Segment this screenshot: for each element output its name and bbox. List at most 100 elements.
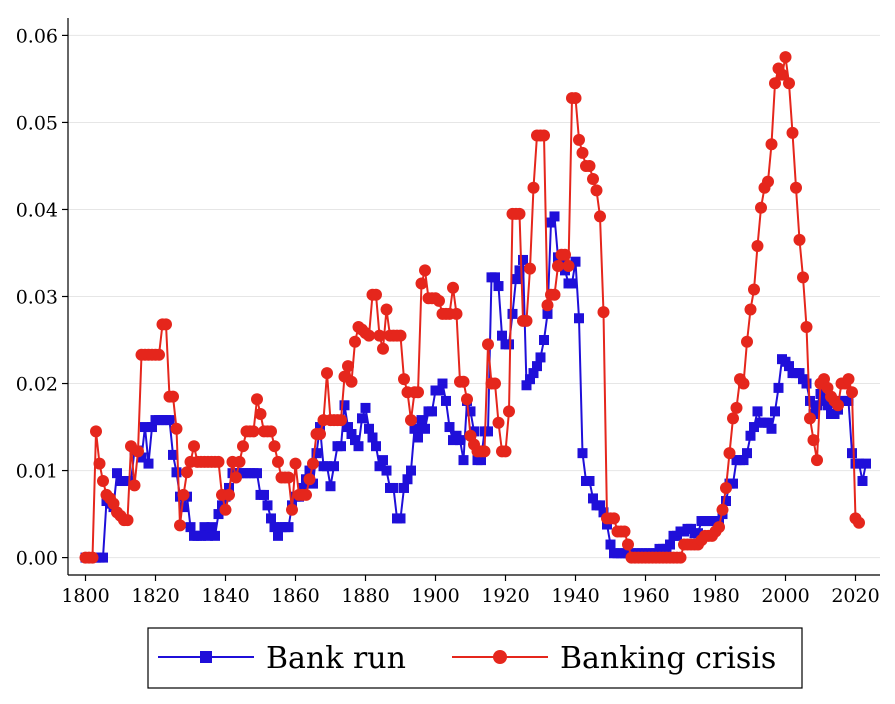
data-point [447, 281, 459, 294]
data-point [315, 422, 325, 433]
data-point [174, 519, 186, 532]
data-point [342, 360, 354, 373]
data-point [167, 390, 179, 403]
data-point [822, 400, 833, 411]
data-point [674, 551, 687, 564]
data-point [461, 393, 473, 406]
data-point [597, 306, 610, 319]
y-tick-label: 0.05 [16, 112, 58, 134]
data-point [763, 417, 773, 428]
data-point [346, 429, 357, 440]
data-point [598, 507, 609, 518]
data-point [721, 496, 731, 507]
x-tick-label: 1840 [201, 585, 249, 607]
data-point [377, 342, 389, 355]
data-point [577, 448, 588, 459]
data-point [483, 426, 493, 437]
x-tick-label: 1920 [481, 585, 529, 607]
data-point [602, 519, 612, 530]
data-point [300, 488, 312, 501]
data-point [525, 374, 535, 385]
data-point [476, 455, 486, 466]
data-point [321, 367, 333, 380]
data-point [433, 294, 445, 307]
data-point [458, 455, 469, 466]
data-point [594, 210, 606, 223]
data-point [779, 51, 792, 64]
data-point [181, 466, 193, 479]
data-point [273, 530, 283, 541]
data-point [219, 503, 232, 516]
data-point [437, 378, 448, 389]
data-point [427, 406, 437, 417]
x-tick-label: 1980 [691, 585, 739, 607]
data-point [269, 522, 280, 533]
x-tick-label: 2020 [831, 585, 879, 607]
data-point [325, 481, 336, 492]
data-point [357, 413, 367, 424]
x-tick-label: 1820 [131, 585, 179, 607]
data-point [353, 441, 364, 452]
data-point [335, 414, 347, 427]
legend-marker-bank-run [200, 651, 212, 663]
data-point [542, 308, 553, 319]
y-tick-label: 0.04 [16, 199, 58, 221]
data-point [548, 288, 561, 301]
data-point [539, 335, 549, 346]
data-point [552, 260, 564, 273]
data-point [378, 455, 388, 466]
data-point [314, 428, 326, 441]
data-point [794, 368, 805, 379]
data-point [513, 207, 526, 220]
data-point [769, 77, 781, 90]
data-point [738, 455, 749, 466]
data-point [482, 338, 494, 351]
data-point [567, 278, 577, 289]
data-point [434, 385, 444, 396]
data-point [395, 513, 406, 524]
data-point [196, 530, 206, 541]
data-point [168, 449, 178, 460]
data-point [93, 457, 106, 470]
data-point [576, 146, 589, 159]
x-tick-label: 1880 [341, 585, 389, 607]
data-point [251, 393, 263, 406]
data-point [583, 159, 596, 172]
data-point [297, 482, 308, 493]
data-point [203, 530, 213, 541]
legend-label-bank-run: Bank run [266, 641, 406, 676]
data-point [416, 415, 427, 426]
data-point [861, 458, 871, 469]
data-point [185, 522, 196, 533]
axes: 0.00 0.01 0.02 0.03 0.04 0.05 0.06 1800 1820 1840… [16, 18, 880, 607]
data-point [786, 126, 799, 139]
data-point [206, 522, 217, 533]
data-point [846, 386, 858, 399]
data-point [412, 386, 424, 399]
data-point [282, 471, 295, 484]
data-point [367, 432, 378, 443]
data-point [569, 92, 582, 105]
data-point [605, 539, 616, 550]
data-point [86, 551, 99, 564]
data-point [535, 352, 546, 363]
data-point [588, 493, 598, 504]
y-tick-label: 0.01 [16, 461, 58, 483]
data-point [143, 458, 154, 469]
data-point [303, 473, 316, 486]
data-point [590, 184, 603, 197]
data-point [727, 412, 739, 425]
data-point [350, 435, 360, 446]
data-point [783, 77, 795, 90]
data-point [784, 361, 794, 372]
data-point [360, 402, 371, 413]
data-point [562, 260, 575, 273]
data-point [665, 539, 675, 550]
data-point [286, 503, 298, 516]
data-point [538, 129, 550, 142]
data-point [343, 422, 353, 433]
data-point [497, 330, 507, 341]
x-tick-label: 2000 [761, 585, 809, 607]
data-point [559, 248, 571, 261]
